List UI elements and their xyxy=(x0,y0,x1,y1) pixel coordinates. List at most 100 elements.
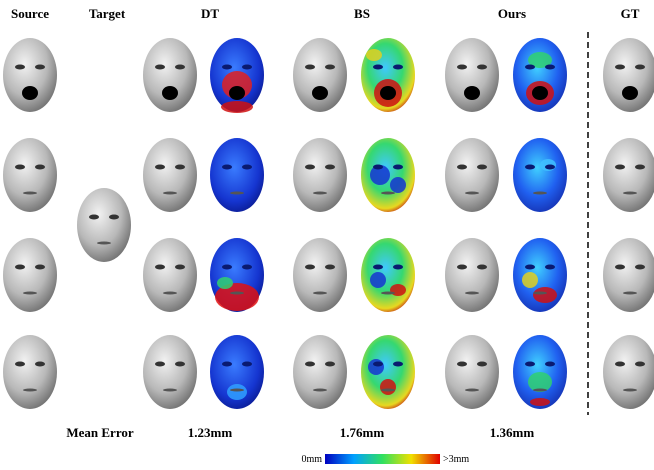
head xyxy=(143,38,197,112)
eye xyxy=(457,165,467,170)
face xyxy=(210,335,264,409)
eye xyxy=(525,65,535,70)
eye xyxy=(325,65,335,70)
mean-error-value: 1.36mm xyxy=(490,425,535,440)
mouth xyxy=(381,389,395,392)
head xyxy=(603,238,654,312)
error-region xyxy=(227,384,247,400)
head xyxy=(143,138,197,212)
eye xyxy=(15,265,25,270)
eye xyxy=(222,362,232,367)
eye xyxy=(525,362,535,367)
eye xyxy=(35,65,45,70)
eye xyxy=(477,362,487,367)
face xyxy=(445,238,499,312)
face xyxy=(513,238,567,312)
mouth xyxy=(533,192,547,195)
eye xyxy=(615,165,625,170)
face xyxy=(210,38,264,113)
eye xyxy=(545,265,555,270)
mouth xyxy=(229,86,245,100)
mouth xyxy=(22,86,38,100)
column-header: DT xyxy=(201,6,219,21)
head xyxy=(445,138,499,212)
eye xyxy=(175,165,185,170)
face xyxy=(603,335,654,409)
mouth xyxy=(163,192,177,195)
head xyxy=(361,238,415,312)
eye xyxy=(373,362,383,367)
error-region xyxy=(530,398,550,406)
eye xyxy=(242,165,252,170)
face xyxy=(143,335,197,409)
mouth xyxy=(313,192,327,195)
eye xyxy=(457,65,467,70)
eye xyxy=(525,265,535,270)
face xyxy=(445,38,499,112)
eye xyxy=(393,362,403,367)
eye xyxy=(222,165,232,170)
face xyxy=(210,138,264,212)
mouth xyxy=(380,86,396,100)
eye xyxy=(175,265,185,270)
eye xyxy=(15,65,25,70)
mouth xyxy=(23,292,37,295)
eye xyxy=(373,65,383,70)
eye xyxy=(325,265,335,270)
eye xyxy=(615,362,625,367)
eye xyxy=(615,265,625,270)
error-region xyxy=(390,177,406,193)
head xyxy=(603,38,654,112)
eye xyxy=(15,362,25,367)
head xyxy=(3,138,57,212)
error-region xyxy=(221,101,253,113)
mouth xyxy=(465,389,479,392)
faces xyxy=(3,38,654,409)
eye xyxy=(175,362,185,367)
face xyxy=(293,38,347,112)
mouth xyxy=(381,292,395,295)
error-region xyxy=(390,284,406,296)
face xyxy=(603,138,654,212)
mean-error-value: 1.23mm xyxy=(188,425,233,440)
eye xyxy=(477,265,487,270)
head xyxy=(445,238,499,312)
head xyxy=(3,335,57,409)
head xyxy=(77,188,131,262)
face xyxy=(513,138,567,212)
error-region xyxy=(522,272,538,288)
error-region xyxy=(368,359,384,375)
eye xyxy=(242,362,252,367)
colorbar xyxy=(325,454,440,464)
head xyxy=(513,138,567,212)
eye xyxy=(155,65,165,70)
eye xyxy=(222,65,232,70)
face xyxy=(3,138,57,212)
face xyxy=(293,238,347,312)
head xyxy=(143,238,197,312)
colorbar-max: >3mm xyxy=(443,454,469,465)
mouth xyxy=(230,389,244,392)
eye xyxy=(222,265,232,270)
face xyxy=(603,38,654,112)
face xyxy=(445,335,499,409)
eye xyxy=(635,265,645,270)
face xyxy=(361,138,415,212)
face xyxy=(513,38,567,112)
mean-error-value: 1.76mm xyxy=(340,425,385,440)
mouth xyxy=(23,389,37,392)
mouth xyxy=(465,192,479,195)
face xyxy=(513,335,567,409)
eye xyxy=(325,165,335,170)
eye xyxy=(545,165,555,170)
face xyxy=(3,38,57,112)
eye xyxy=(373,265,383,270)
eye xyxy=(635,65,645,70)
head xyxy=(293,138,347,212)
face xyxy=(361,335,415,409)
face xyxy=(143,138,197,212)
mouth xyxy=(381,192,395,195)
eye xyxy=(393,65,403,70)
head xyxy=(361,335,415,409)
eye xyxy=(305,165,315,170)
